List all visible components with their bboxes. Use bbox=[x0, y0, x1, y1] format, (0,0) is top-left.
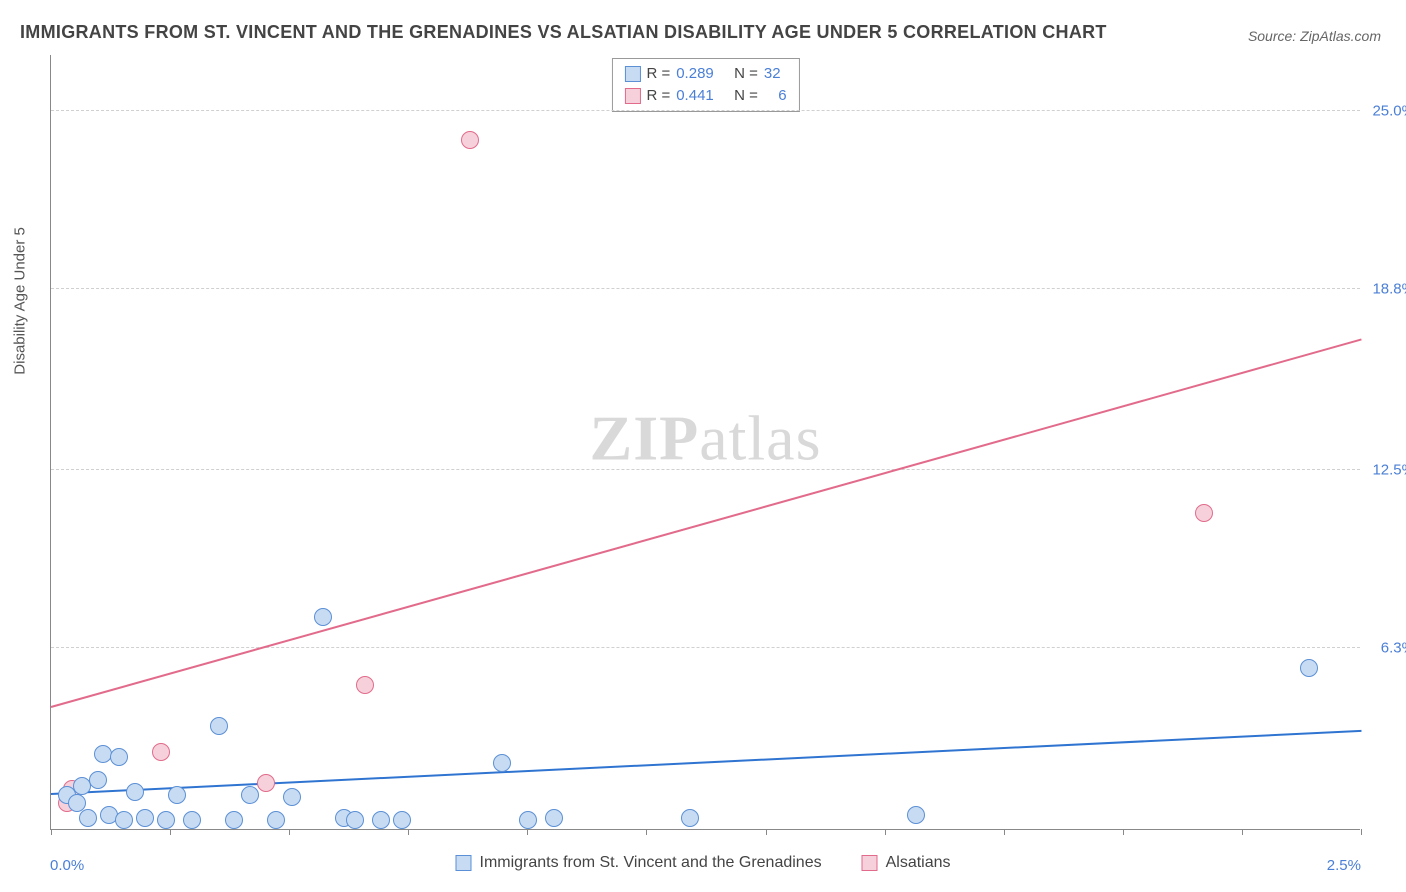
legend-n-label: N = bbox=[734, 63, 758, 85]
grid-line bbox=[51, 469, 1360, 470]
scatter-point-a bbox=[126, 783, 144, 801]
legend-n-value-b: 6 bbox=[778, 85, 786, 107]
scatter-point-a bbox=[210, 717, 228, 735]
x-tick bbox=[51, 829, 52, 835]
swatch-series-a-icon bbox=[624, 66, 640, 82]
y-tick-label: 18.8% bbox=[1372, 281, 1406, 298]
scatter-point-a bbox=[110, 748, 128, 766]
legend-label-series-b: Alsatians bbox=[886, 854, 951, 872]
swatch-series-b-icon bbox=[624, 88, 640, 104]
scatter-point-a bbox=[681, 809, 699, 827]
scatter-point-b bbox=[1195, 504, 1213, 522]
grid-line bbox=[51, 288, 1360, 289]
scatter-point-a bbox=[545, 809, 563, 827]
watermark: ZIPatlas bbox=[590, 401, 822, 475]
swatch-series-a-icon bbox=[455, 855, 471, 871]
scatter-point-a bbox=[283, 788, 301, 806]
legend-n-label: N = bbox=[734, 85, 758, 107]
scatter-point-a bbox=[372, 811, 390, 829]
scatter-point-a bbox=[241, 786, 259, 804]
legend-n-value-a: 32 bbox=[764, 63, 781, 85]
scatter-point-a bbox=[136, 809, 154, 827]
trend-line bbox=[51, 339, 1362, 708]
x-axis-min-label: 0.0% bbox=[50, 857, 84, 874]
x-tick bbox=[527, 829, 528, 835]
x-tick bbox=[766, 829, 767, 835]
x-tick bbox=[646, 829, 647, 835]
scatter-point-a bbox=[314, 608, 332, 626]
source-attribution: Source: ZipAtlas.com bbox=[1248, 28, 1381, 44]
legend-label-series-a: Immigrants from St. Vincent and the Gren… bbox=[479, 854, 821, 872]
scatter-point-a bbox=[183, 811, 201, 829]
scatter-point-b bbox=[356, 676, 374, 694]
scatter-point-b bbox=[461, 131, 479, 149]
legend-r-label: R = bbox=[646, 85, 670, 107]
grid-line bbox=[51, 110, 1360, 111]
scatter-point-a bbox=[1300, 659, 1318, 677]
legend-r-value-a: 0.289 bbox=[676, 63, 714, 85]
scatter-point-b bbox=[257, 774, 275, 792]
chart-title: IMMIGRANTS FROM ST. VINCENT AND THE GREN… bbox=[20, 22, 1107, 43]
legend-r-label: R = bbox=[646, 63, 670, 85]
legend-r-value-b: 0.441 bbox=[676, 85, 714, 107]
y-axis-title: Disability Age Under 5 bbox=[12, 227, 29, 375]
x-tick bbox=[1242, 829, 1243, 835]
scatter-point-a bbox=[89, 771, 107, 789]
x-tick bbox=[1004, 829, 1005, 835]
x-axis-max-label: 2.5% bbox=[1327, 857, 1361, 874]
x-tick bbox=[885, 829, 886, 835]
scatter-point-a bbox=[493, 754, 511, 772]
scatter-point-a bbox=[157, 811, 175, 829]
watermark-bold: ZIP bbox=[590, 402, 700, 473]
scatter-point-a bbox=[79, 809, 97, 827]
chart-plot-area: ZIPatlas R = 0.289 N = 32 R = 0.441 N = … bbox=[50, 55, 1360, 830]
legend-row-series-b: R = 0.441 N = 6 bbox=[624, 85, 786, 107]
legend-item-series-a: Immigrants from St. Vincent and the Gren… bbox=[455, 854, 821, 872]
scatter-point-a bbox=[519, 811, 537, 829]
grid-line bbox=[51, 647, 1360, 648]
x-tick bbox=[1361, 829, 1362, 835]
y-tick-label: 25.0% bbox=[1372, 103, 1406, 120]
scatter-point-b bbox=[152, 743, 170, 761]
scatter-point-a bbox=[225, 811, 243, 829]
scatter-point-a bbox=[346, 811, 364, 829]
watermark-light: atlas bbox=[699, 402, 821, 473]
legend-row-series-a: R = 0.289 N = 32 bbox=[624, 63, 786, 85]
legend-item-series-b: Alsatians bbox=[862, 854, 951, 872]
x-tick bbox=[170, 829, 171, 835]
x-tick bbox=[408, 829, 409, 835]
y-tick-label: 6.3% bbox=[1381, 640, 1406, 657]
legend-series-box: Immigrants from St. Vincent and the Gren… bbox=[455, 854, 950, 872]
y-tick-label: 12.5% bbox=[1372, 462, 1406, 479]
scatter-point-a bbox=[168, 786, 186, 804]
swatch-series-b-icon bbox=[862, 855, 878, 871]
x-tick bbox=[289, 829, 290, 835]
scatter-point-a bbox=[907, 806, 925, 824]
x-tick bbox=[1123, 829, 1124, 835]
scatter-point-a bbox=[267, 811, 285, 829]
scatter-point-a bbox=[393, 811, 411, 829]
scatter-point-a bbox=[115, 811, 133, 829]
legend-correlation-box: R = 0.289 N = 32 R = 0.441 N = 6 bbox=[611, 58, 799, 112]
